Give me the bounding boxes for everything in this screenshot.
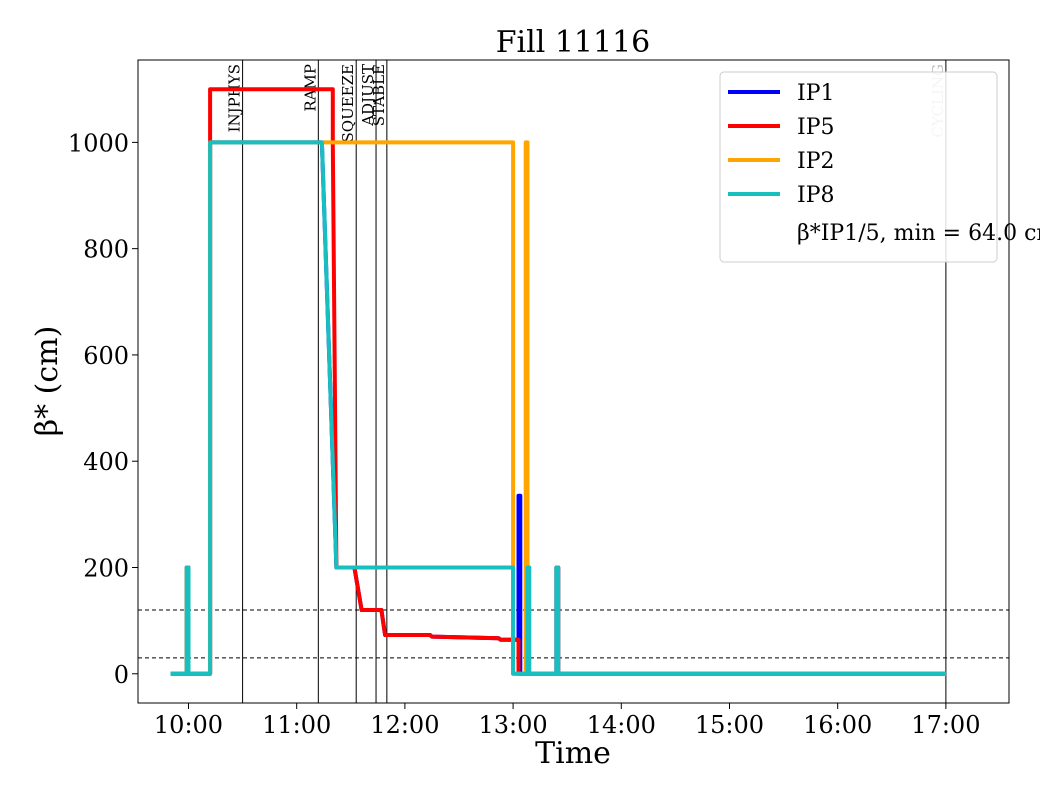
x-tick-label: 15:00	[695, 711, 764, 739]
event-marker-label: STABLE	[370, 64, 388, 126]
x-tick-label: 13:00	[479, 711, 548, 739]
chart-title: Fill 11116	[496, 25, 651, 60]
event-marker-label: ADJUST	[359, 64, 377, 127]
plot-area: INJPHYSRAMPSQUEEZEADJUSTSTABLECYCLING10:…	[68, 59, 1010, 739]
y-axis-label: β* (cm)	[30, 326, 65, 437]
event-marker-label: SQUEEZE	[339, 64, 357, 143]
legend-label-ip1: IP1	[797, 81, 835, 106]
legend-label-ip5: IP5	[797, 115, 835, 140]
x-axis-label: Time	[535, 736, 611, 771]
x-tick-label: 14:00	[587, 711, 656, 739]
y-tick-label: 800	[83, 236, 129, 264]
plot-frame	[137, 59, 1010, 704]
x-tick-label: 11:00	[262, 711, 331, 739]
x-tick-label: 16:00	[803, 711, 872, 739]
legend: IP1 IP5 IP2 IP8 β*IP1/5, min = 64.0 cm	[719, 71, 1040, 263]
y-tick-label: 1000	[68, 129, 129, 157]
legend-box	[719, 71, 998, 263]
event-marker-label: INJPHYS	[226, 64, 244, 132]
y-tick-label: 400	[83, 448, 129, 476]
y-tick-label: 200	[83, 554, 129, 582]
y-tick-label: 600	[83, 342, 129, 370]
legend-label-ip8: IP8	[797, 183, 835, 208]
x-tick-label: 10:00	[154, 711, 223, 739]
legend-label-ip2: IP2	[797, 149, 835, 174]
x-tick-label: 17:00	[911, 711, 980, 739]
y-tick-label: 0	[114, 661, 129, 689]
x-tick-label: 12:00	[370, 711, 439, 739]
series-line-ip8	[170, 140, 946, 676]
legend-note: β*IP1/5, min = 64.0 cm	[797, 221, 1040, 246]
